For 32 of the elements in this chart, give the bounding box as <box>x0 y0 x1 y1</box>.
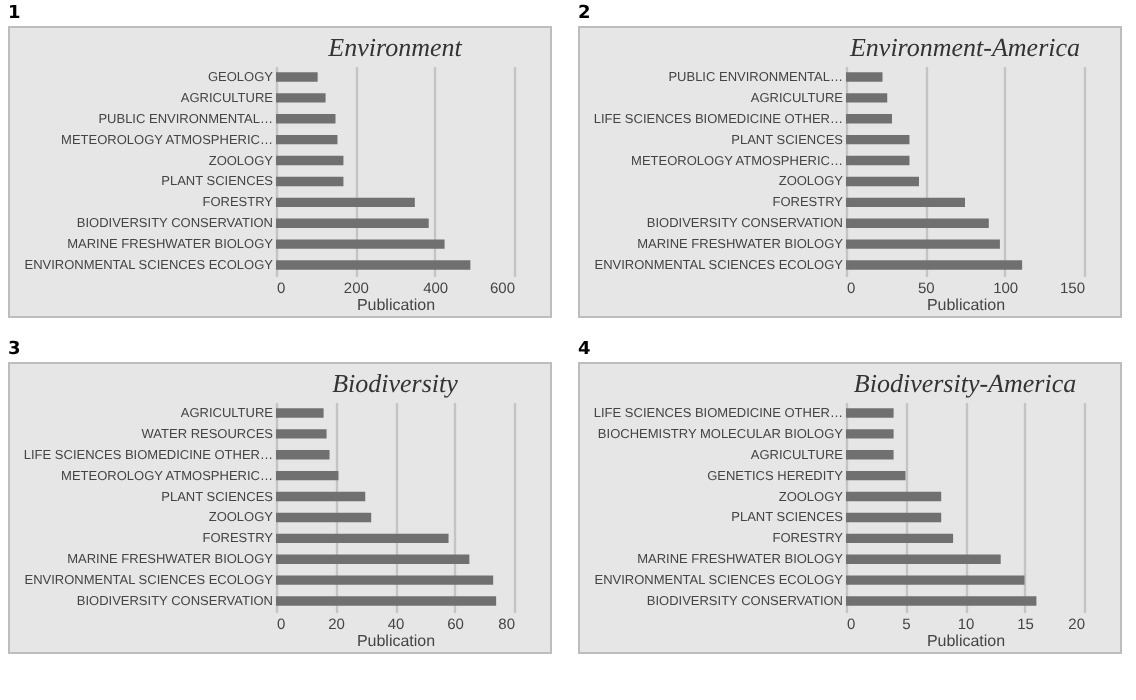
bar <box>276 429 327 439</box>
text: 3 <box>8 340 23 362</box>
bar <box>846 575 1025 585</box>
bar <box>276 554 470 564</box>
bar <box>276 575 494 585</box>
text: 2 <box>578 4 593 26</box>
x-axis-title: Publication <box>356 296 436 314</box>
chart-title: Biodiversity-America <box>853 368 1078 398</box>
chart-title: Biodiversity <box>332 368 459 398</box>
chart-title: Environment <box>326 32 463 62</box>
bar <box>846 512 942 523</box>
bar <box>276 533 449 544</box>
bar <box>846 533 954 544</box>
bar <box>846 408 894 418</box>
bar <box>276 450 330 460</box>
bar <box>846 470 906 481</box>
bar <box>276 596 497 606</box>
x-axis-title: Publication <box>926 632 1006 650</box>
bar <box>846 450 894 460</box>
text: 4 <box>578 340 593 362</box>
text: 1 <box>8 4 23 26</box>
bar <box>276 491 366 502</box>
bar <box>846 596 1037 606</box>
bar <box>276 470 339 481</box>
x-axis-title: Publication <box>926 296 1006 314</box>
x-axis-title: Publication <box>356 632 436 650</box>
chart-title: Environment-America <box>847 32 1082 62</box>
bar <box>276 408 324 418</box>
bar <box>276 512 372 523</box>
bar <box>846 554 1001 564</box>
bar <box>846 491 942 502</box>
bar <box>846 429 894 439</box>
